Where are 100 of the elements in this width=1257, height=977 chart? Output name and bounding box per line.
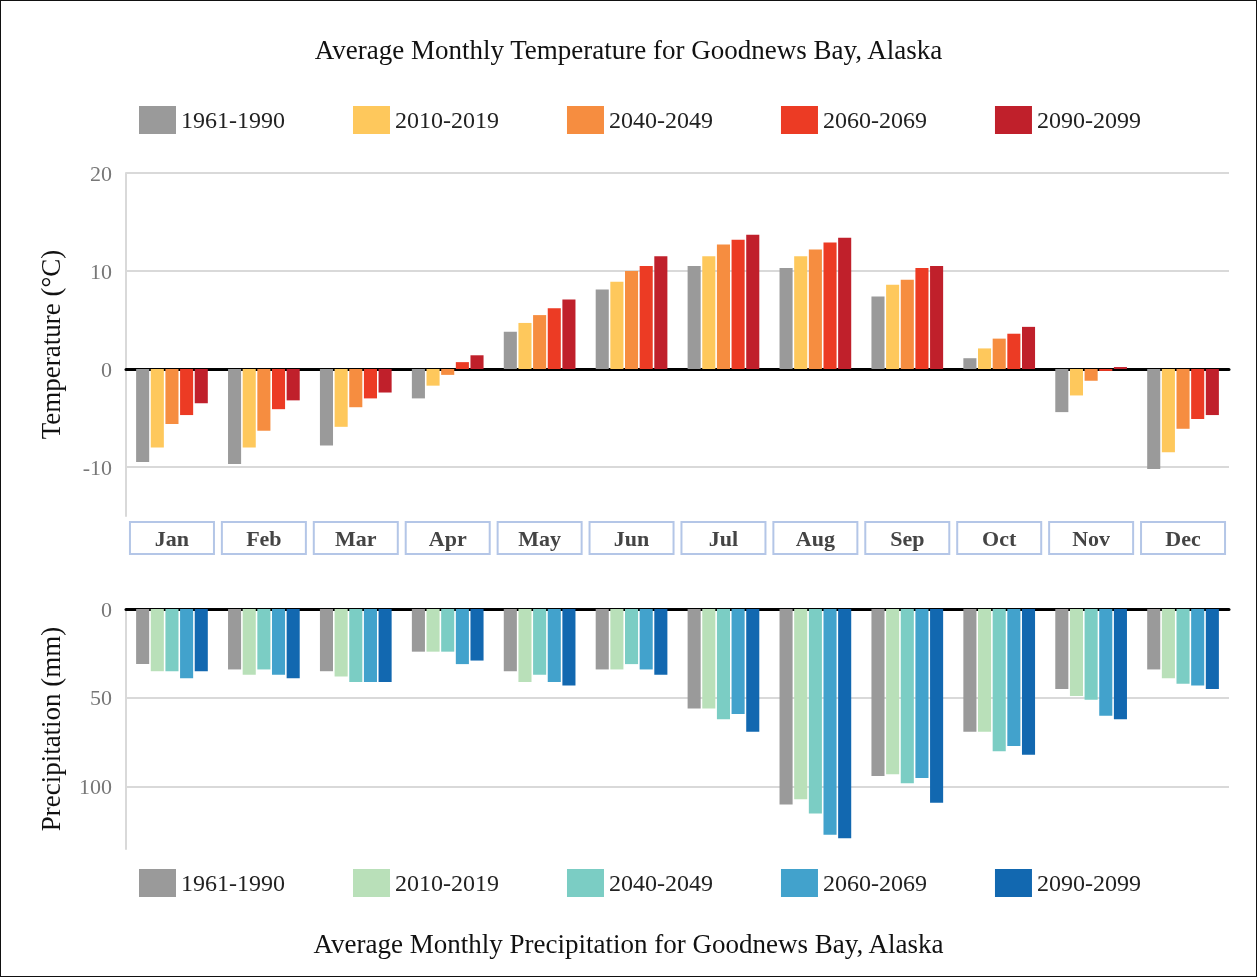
bar — [136, 369, 150, 463]
x-tick-label: Jan — [154, 525, 190, 551]
bar — [871, 296, 885, 369]
bar — [547, 609, 561, 682]
bar — [687, 266, 701, 369]
bar — [963, 609, 977, 732]
chart-title: Average Monthly Temperature for Goodnews Bay, Alaska — [314, 34, 943, 65]
bar — [411, 369, 425, 399]
bar — [1021, 326, 1036, 369]
bar — [334, 609, 348, 677]
bar — [838, 609, 852, 839]
bar — [363, 369, 377, 399]
bar — [455, 362, 469, 369]
bar — [654, 256, 668, 369]
bar — [334, 369, 348, 427]
bar — [731, 609, 745, 714]
bar — [823, 242, 837, 369]
bar — [165, 609, 179, 672]
x-tick-label: Jul — [708, 525, 739, 551]
x-tick-label: Apr — [428, 525, 467, 551]
legend-label: 2010-2019 — [394, 870, 499, 896]
bar — [1021, 609, 1036, 755]
bar — [228, 369, 242, 465]
bar — [1205, 609, 1219, 689]
y-tick-label: 10 — [90, 258, 112, 284]
bar — [639, 609, 653, 670]
y-tick-label: 0 — [101, 356, 112, 382]
bar — [1069, 609, 1084, 697]
bar — [180, 369, 194, 416]
y-tick-label: 50 — [90, 685, 112, 711]
bar — [533, 609, 547, 675]
bar — [886, 284, 900, 369]
bar — [1176, 369, 1190, 429]
bar — [978, 609, 992, 732]
y-tick-label: -10 — [82, 454, 112, 480]
legend-label: 1961-1990 — [181, 870, 285, 896]
bar — [779, 268, 793, 369]
bar — [194, 369, 208, 404]
bar — [654, 609, 668, 675]
bar — [503, 609, 517, 672]
bar — [808, 609, 822, 814]
bar — [794, 256, 808, 369]
bar — [518, 609, 532, 682]
legend-label: 2040-2049 — [608, 870, 713, 896]
bar — [242, 609, 256, 675]
bar — [242, 369, 256, 448]
bar — [794, 609, 808, 800]
x-tick-label: Aug — [795, 525, 835, 551]
legend-label: 2090-2099 — [1036, 870, 1141, 896]
bar — [286, 609, 300, 679]
bar — [930, 609, 944, 803]
bar — [886, 609, 900, 775]
bar — [1176, 609, 1190, 684]
bar — [470, 355, 484, 369]
bar — [257, 369, 271, 431]
bar — [547, 308, 561, 369]
bar — [562, 299, 576, 369]
x-tick-label: Oct — [982, 525, 1017, 551]
bar — [441, 609, 455, 652]
bar — [455, 609, 469, 665]
bar — [687, 609, 701, 709]
bar — [319, 369, 334, 446]
bar — [150, 609, 164, 672]
bar — [702, 609, 716, 709]
bar — [702, 256, 716, 369]
bar — [1084, 369, 1098, 381]
bar — [992, 609, 1006, 752]
bar — [441, 369, 455, 375]
bar — [978, 348, 992, 369]
bar — [639, 266, 653, 369]
bar — [349, 369, 363, 408]
x-tick-label: Feb — [246, 525, 282, 551]
x-tick-label: Nov — [1072, 525, 1111, 551]
y-tick-label: 20 — [90, 160, 112, 186]
bar — [1069, 369, 1084, 396]
bar — [716, 244, 730, 369]
x-tick-label: May — [518, 525, 562, 551]
bar — [779, 609, 793, 805]
bar — [871, 609, 885, 777]
legend-label: 1961-1990 — [181, 107, 285, 133]
legend-label: 2060-2069 — [822, 107, 927, 133]
bar — [378, 369, 392, 393]
legend-label: 2040-2049 — [608, 107, 713, 133]
bar — [900, 609, 914, 784]
bar — [992, 338, 1006, 369]
legend-label: 2060-2069 — [822, 870, 927, 896]
bar — [625, 271, 639, 369]
bar — [1099, 609, 1113, 716]
bar — [194, 609, 208, 672]
bar — [165, 369, 179, 424]
bar — [518, 322, 532, 369]
bar — [136, 609, 150, 665]
bar — [823, 609, 837, 835]
bar — [363, 609, 377, 682]
bar — [930, 266, 944, 369]
x-tick-label: Jun — [613, 525, 650, 551]
x-tick-label: Dec — [1165, 525, 1201, 551]
bar — [470, 609, 484, 661]
legend-label: 2090-2099 — [1036, 107, 1141, 133]
x-tick-label: Mar — [335, 525, 377, 551]
